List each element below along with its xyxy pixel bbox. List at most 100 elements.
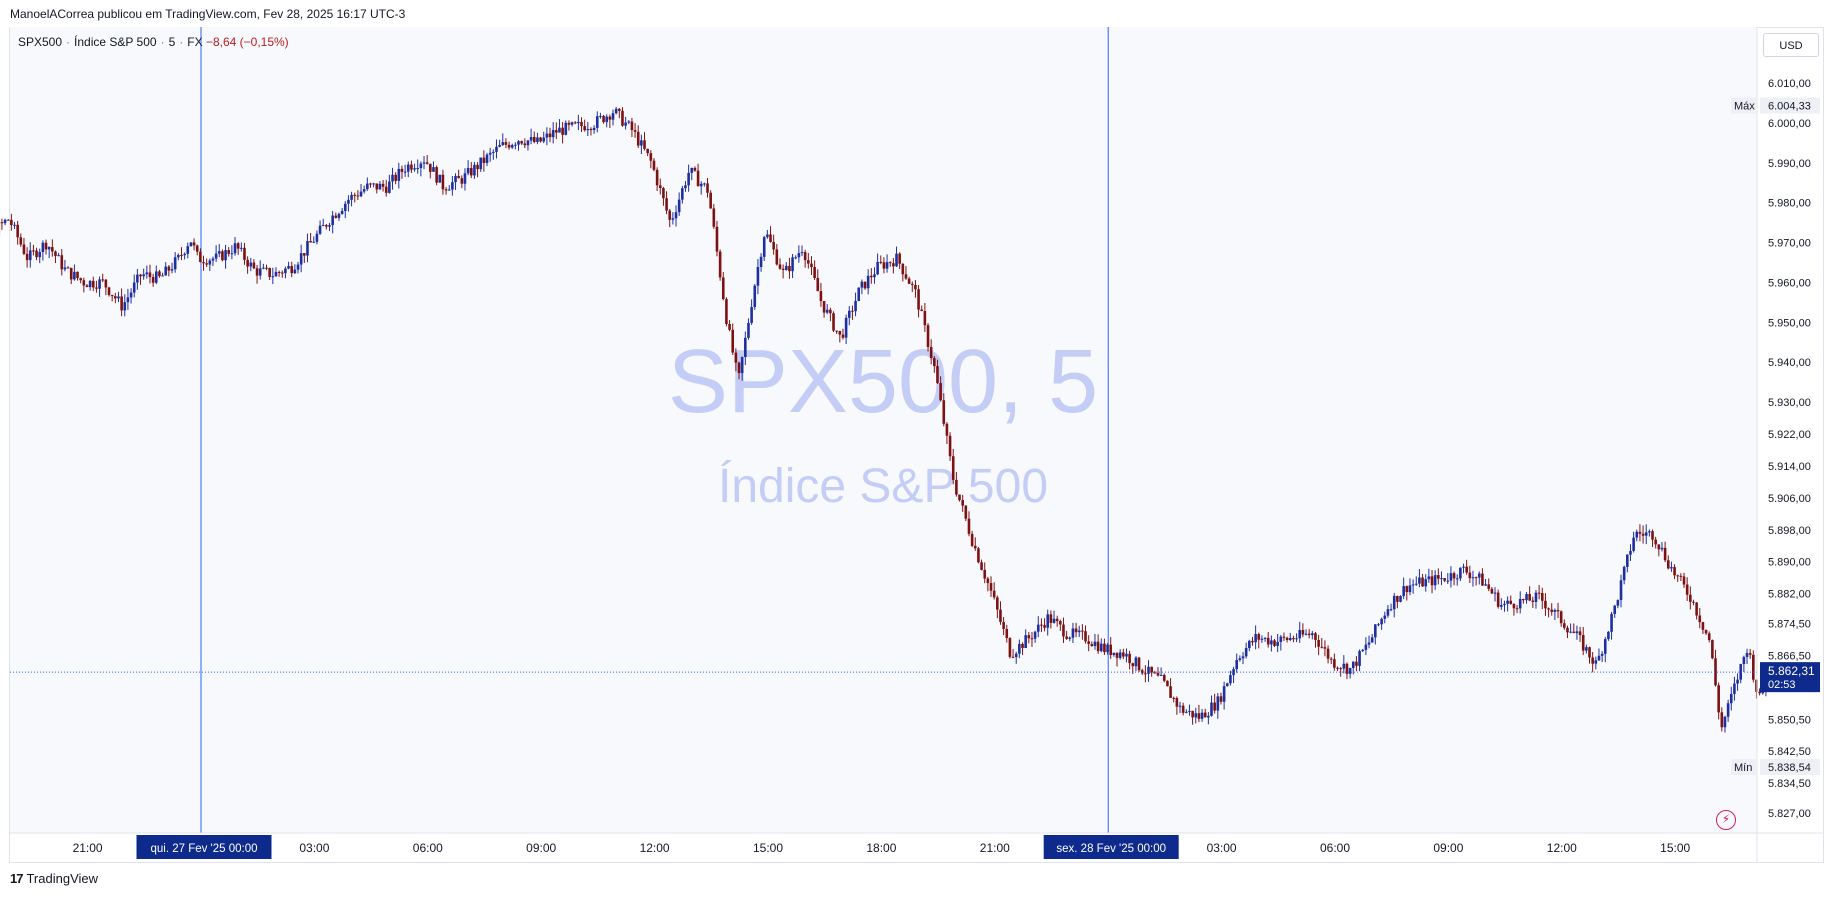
candle-body bbox=[1462, 566, 1465, 568]
candle bbox=[800, 245, 804, 257]
candle bbox=[265, 264, 268, 271]
candle bbox=[703, 182, 706, 187]
candle-body bbox=[555, 130, 558, 133]
candle-body bbox=[1676, 575, 1680, 577]
candle-body bbox=[1232, 669, 1235, 676]
candle-body bbox=[186, 246, 190, 254]
candle-body bbox=[1411, 584, 1415, 586]
lightning-icon[interactable]: ⚡ bbox=[1716, 810, 1736, 830]
candle bbox=[725, 297, 728, 327]
x-tick-label: 21:00 bbox=[980, 841, 1010, 855]
candle bbox=[1512, 603, 1516, 616]
candle bbox=[1386, 605, 1390, 618]
candle bbox=[88, 280, 92, 291]
candle bbox=[362, 185, 366, 194]
candle bbox=[202, 255, 205, 271]
candle bbox=[718, 249, 722, 281]
candle bbox=[964, 505, 968, 522]
candle-body bbox=[378, 183, 382, 190]
candle bbox=[397, 162, 401, 189]
candle bbox=[1317, 634, 1320, 656]
candle-body bbox=[328, 225, 331, 227]
candle bbox=[1033, 630, 1037, 643]
candle bbox=[1632, 531, 1635, 553]
candle bbox=[1720, 707, 1724, 732]
candle-body bbox=[1096, 641, 1100, 652]
candle bbox=[1484, 578, 1487, 587]
candle-body bbox=[189, 242, 193, 247]
candle bbox=[41, 240, 45, 261]
candle bbox=[1704, 629, 1708, 635]
candle bbox=[161, 272, 164, 277]
candle bbox=[1137, 657, 1141, 672]
currency-button[interactable]: USD bbox=[1763, 33, 1819, 57]
candle-body bbox=[614, 108, 618, 114]
candle bbox=[142, 268, 145, 280]
candle-body bbox=[495, 146, 498, 152]
candle-body bbox=[1216, 696, 1220, 711]
candle-body bbox=[838, 330, 842, 335]
candle-body bbox=[492, 151, 495, 153]
candle bbox=[280, 270, 284, 278]
candle bbox=[460, 175, 464, 189]
candle-body bbox=[907, 278, 911, 284]
x-tick-label: 03:00 bbox=[1207, 841, 1237, 855]
candle-body bbox=[1055, 618, 1059, 622]
candle bbox=[514, 142, 517, 150]
candle-body bbox=[851, 310, 854, 312]
candle bbox=[69, 267, 73, 285]
candle-body bbox=[929, 346, 933, 359]
candle bbox=[876, 253, 879, 276]
candle-body bbox=[173, 257, 177, 270]
candle bbox=[766, 229, 769, 239]
candle bbox=[583, 119, 586, 132]
candle-body bbox=[195, 245, 199, 252]
candle-body bbox=[233, 243, 237, 254]
candle-body bbox=[1729, 693, 1733, 704]
candle-body bbox=[1181, 705, 1185, 713]
candle-body bbox=[1118, 652, 1122, 658]
candle-body bbox=[567, 122, 571, 125]
candle-body bbox=[873, 274, 876, 278]
candle bbox=[154, 265, 158, 285]
candle-body bbox=[1660, 547, 1664, 550]
candle-body bbox=[822, 301, 826, 313]
candle bbox=[325, 224, 328, 230]
candle bbox=[1011, 649, 1015, 659]
y-tick-label: 5.866,50 bbox=[1768, 650, 1811, 662]
candle-body bbox=[1752, 654, 1755, 680]
candle bbox=[1427, 568, 1431, 583]
candle bbox=[343, 201, 347, 219]
candle bbox=[180, 247, 183, 261]
candle bbox=[901, 263, 905, 282]
candle-body bbox=[933, 358, 936, 367]
candle-body bbox=[1695, 602, 1698, 616]
candle bbox=[469, 162, 473, 179]
candle-body bbox=[800, 252, 804, 254]
candle-body bbox=[321, 225, 325, 227]
candle-body bbox=[375, 183, 379, 190]
session-date-label-bg bbox=[136, 835, 272, 859]
tradingview-logo[interactable]: 17 TradingView bbox=[10, 871, 98, 886]
candle bbox=[136, 269, 139, 290]
candle-body bbox=[101, 279, 105, 281]
candle bbox=[857, 287, 861, 302]
candle bbox=[274, 267, 278, 277]
candle bbox=[1320, 638, 1324, 649]
candle bbox=[1232, 666, 1235, 684]
candle bbox=[243, 242, 246, 265]
candle-body bbox=[1758, 691, 1761, 694]
candle bbox=[1638, 524, 1642, 542]
candle bbox=[1531, 596, 1535, 608]
candle-body bbox=[1219, 696, 1223, 702]
candle-body bbox=[1563, 623, 1566, 628]
candle bbox=[32, 244, 35, 256]
candle-body bbox=[287, 266, 290, 269]
symbol-legend[interactable]: SPX500 · Índice S&P 500 · 5 · FX −8,64 (−0,15%… bbox=[18, 35, 289, 49]
candle-body bbox=[1225, 683, 1229, 687]
candle-body bbox=[350, 194, 353, 200]
candle bbox=[1433, 570, 1437, 590]
candle bbox=[378, 181, 382, 190]
candle-body bbox=[1430, 576, 1434, 586]
